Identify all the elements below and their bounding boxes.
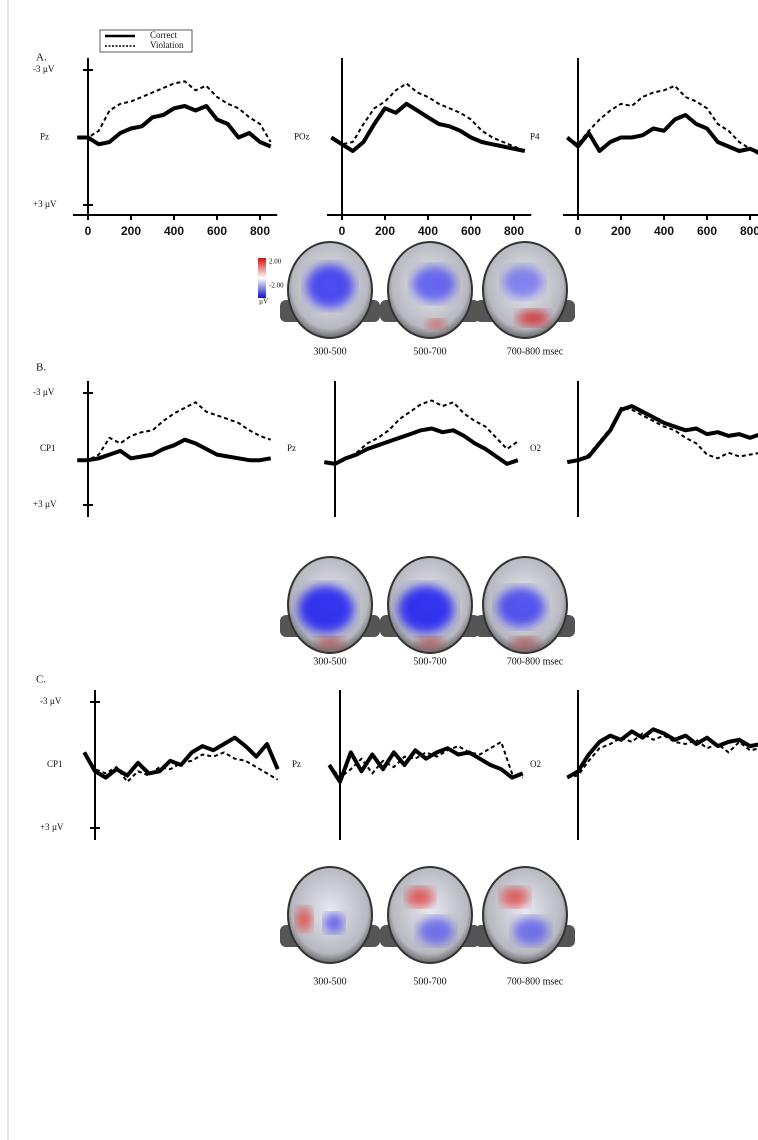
topo-patch — [517, 310, 549, 326]
colorbar — [258, 258, 266, 298]
channel-label: Pz — [292, 759, 301, 769]
topo-patch — [497, 587, 545, 627]
topo-patch — [324, 913, 344, 933]
topo-patch — [511, 637, 539, 649]
window-label: 300-500 — [313, 346, 346, 357]
channel-label: CP1 — [47, 759, 63, 769]
x-tick-label: 0 — [575, 224, 582, 238]
y-tick-label: +3 µV — [33, 499, 57, 509]
window-label: 500-700 — [413, 976, 446, 987]
x-tick-label: 200 — [611, 224, 631, 238]
topo-patch — [418, 917, 454, 945]
x-tick-label: 400 — [164, 224, 184, 238]
colorbar-unit: µV — [259, 298, 268, 306]
x-tick-label: 200 — [375, 224, 395, 238]
x-tick-label: 400 — [654, 224, 674, 238]
channel-label: Pz — [40, 132, 49, 142]
colorbar-max: 2.00 — [269, 258, 282, 266]
channel-label: O2 — [530, 759, 541, 769]
window-label: 500-700 — [413, 346, 446, 357]
y-tick-label: -3 µV — [40, 696, 62, 706]
topo-patch — [296, 907, 312, 931]
channel-label: Pz — [287, 443, 296, 453]
correct-line — [331, 104, 525, 151]
x-tick-label: 600 — [461, 224, 481, 238]
window-label: 700-800 msec — [507, 976, 564, 987]
window-label: 500-700 — [413, 656, 446, 667]
correct-line — [329, 748, 523, 782]
topo-patch — [501, 887, 529, 907]
x-tick-label: 0 — [339, 224, 346, 238]
x-tick-label: 200 — [121, 224, 141, 238]
channel-label: CP1 — [40, 443, 56, 453]
x-tick-label: 800 — [504, 224, 524, 238]
channel-label: P4 — [530, 132, 540, 142]
topo-patch — [406, 887, 434, 907]
window-label: 300-500 — [313, 656, 346, 667]
legend-label: Violation — [150, 40, 184, 50]
channel-label: POz — [294, 132, 310, 142]
correct-line — [324, 429, 518, 464]
topo-patch — [426, 319, 446, 329]
x-tick-label: 800 — [740, 224, 758, 238]
violation-line — [84, 752, 277, 781]
section-label: B. — [36, 362, 46, 374]
x-tick-label: 800 — [250, 224, 270, 238]
window-label: 300-500 — [313, 976, 346, 987]
x-tick-label: 600 — [697, 224, 717, 238]
figure: Correct Violation 2.00 -2.00 µV Pz -3 µV +… — [0, 0, 758, 1140]
violation-line — [77, 402, 270, 460]
legend-label: Correct — [150, 30, 177, 40]
correct-line — [567, 729, 758, 777]
head — [483, 867, 567, 963]
y-tick-label: +3 µV — [40, 822, 64, 832]
topo-patch — [306, 264, 354, 308]
topo-patch — [513, 917, 549, 945]
topo-patch — [412, 266, 456, 302]
y-tick-label: -3 µV — [33, 64, 55, 74]
x-tick-label: 600 — [207, 224, 227, 238]
section-label: C. — [36, 674, 46, 686]
window-label: 700-800 msec — [507, 656, 564, 667]
topo-patch — [503, 266, 543, 298]
violation-line — [77, 81, 270, 142]
correct-line — [567, 115, 758, 153]
section-label: A. — [36, 52, 47, 64]
correct-line — [84, 738, 277, 778]
topo-patch — [316, 637, 344, 649]
page: {"chart_data": [ {"type": "line", "ylabe… — [0, 0, 758, 1140]
x-tick-label: 400 — [418, 224, 438, 238]
y-tick-label: +3 µV — [33, 199, 57, 209]
window-label: 700-800 msec — [507, 346, 564, 357]
x-tick-label: 0 — [85, 224, 92, 238]
topo-patch — [398, 585, 454, 633]
topo-patch — [416, 637, 444, 649]
y-tick-label: -3 µV — [33, 387, 55, 397]
colorbar-min: -2.00 — [269, 282, 284, 290]
topo-patch — [298, 585, 354, 633]
head — [388, 867, 472, 963]
channel-label: O2 — [530, 443, 541, 453]
